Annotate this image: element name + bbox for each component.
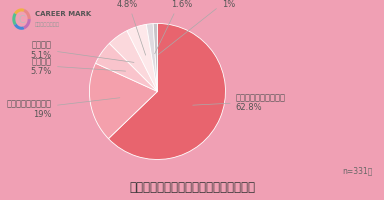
Text: その他
1%: その他 1% <box>159 0 237 55</box>
Wedge shape <box>96 44 157 92</box>
Text: n=331人: n=331人 <box>342 165 372 174</box>
Wedge shape <box>127 25 157 92</box>
Text: C: C <box>18 15 25 25</box>
Wedge shape <box>146 24 157 92</box>
Wedge shape <box>153 24 157 92</box>
Text: ブランク（離職期間）前の就労形態は？: ブランク（離職期間）前の就労形態は？ <box>129 180 255 193</box>
Text: 派遣社員
5.1%: 派遣社員 5.1% <box>31 40 134 63</box>
Text: フリーランス（自営業）
1.6%: フリーランス（自営業） 1.6% <box>154 0 209 55</box>
Text: 起業キャリア支援: 起業キャリア支援 <box>35 22 60 27</box>
Text: 正社員（フルタイム）
62.8%: 正社員（フルタイム） 62.8% <box>193 93 286 112</box>
Wedge shape <box>108 24 225 160</box>
Wedge shape <box>89 64 157 139</box>
Text: CAREER MARK: CAREER MARK <box>35 11 91 17</box>
Text: 正社員（時短）
4.8%: 正社員（時短） 4.8% <box>109 0 146 56</box>
Text: パート・アルバイト
19%: パート・アルバイト 19% <box>7 98 120 119</box>
Text: 契約社員
5.7%: 契約社員 5.7% <box>31 57 126 76</box>
Wedge shape <box>109 31 157 92</box>
